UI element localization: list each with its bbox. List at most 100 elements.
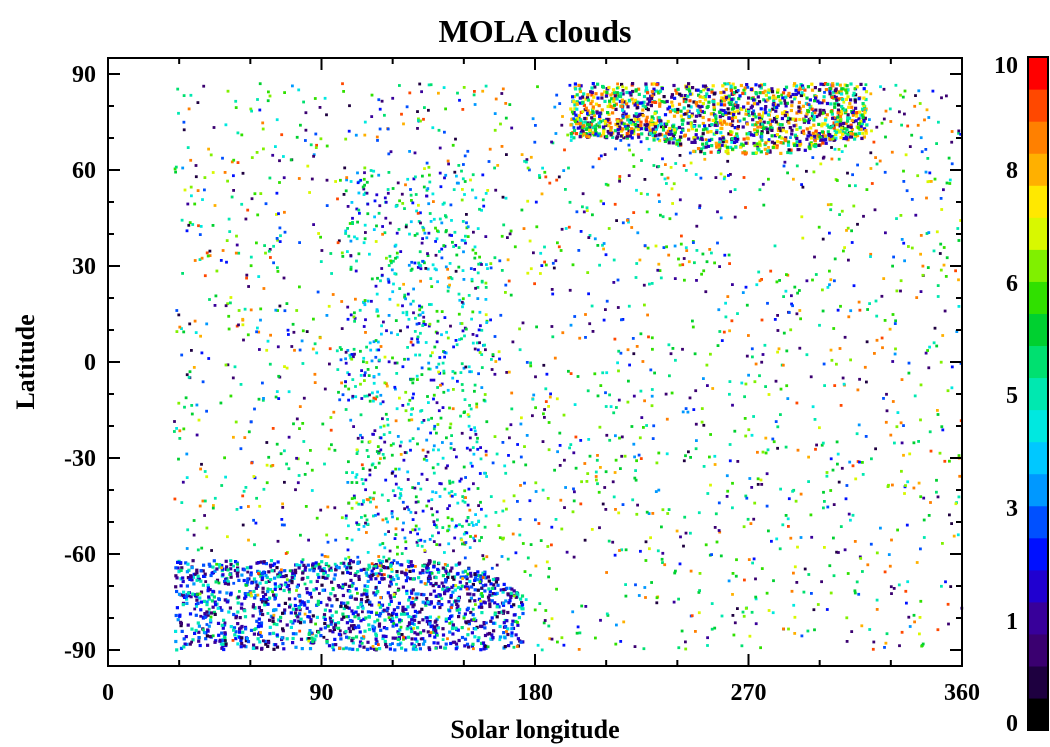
cloud-point bbox=[190, 412, 194, 416]
cloud-point bbox=[342, 606, 346, 611]
cloud-point bbox=[271, 616, 275, 620]
cloud-point bbox=[544, 400, 548, 403]
cloud-point bbox=[657, 116, 661, 120]
cloud-point bbox=[421, 600, 425, 604]
cloud-point bbox=[373, 429, 377, 433]
cloud-point bbox=[192, 582, 196, 586]
cloud-point bbox=[758, 142, 762, 146]
cloud-point bbox=[568, 200, 572, 204]
cloud-point bbox=[356, 555, 360, 559]
cloud-point bbox=[828, 564, 832, 568]
cloud-point bbox=[849, 358, 852, 362]
cloud-point bbox=[251, 646, 255, 650]
cloud-point bbox=[442, 371, 446, 375]
cloud-point bbox=[244, 217, 248, 221]
cloud-point bbox=[416, 592, 420, 596]
cloud-point bbox=[625, 90, 629, 95]
cloud-point bbox=[649, 104, 653, 108]
cloud-point bbox=[557, 245, 561, 249]
cloud-point bbox=[505, 507, 508, 511]
cloud-point bbox=[286, 328, 290, 332]
cloud-point bbox=[280, 523, 284, 527]
cloud-point bbox=[633, 98, 638, 102]
cloud-point bbox=[746, 101, 750, 105]
cloud-point bbox=[752, 415, 755, 418]
cloud-point bbox=[450, 490, 454, 493]
cloud-point bbox=[391, 96, 395, 100]
cloud-point bbox=[411, 486, 415, 489]
cloud-point bbox=[476, 447, 480, 451]
cloud-point bbox=[735, 132, 739, 136]
cloud-point bbox=[657, 262, 661, 266]
cloud-point bbox=[474, 627, 478, 631]
cloud-point bbox=[360, 440, 364, 444]
cloud-point bbox=[199, 579, 203, 583]
cloud-point bbox=[747, 96, 751, 100]
cloud-point bbox=[469, 461, 473, 465]
cloud-point bbox=[478, 207, 481, 211]
cloud-point bbox=[466, 225, 470, 229]
cloud-point bbox=[206, 643, 210, 647]
cloud-point bbox=[891, 360, 895, 363]
cloud-point bbox=[399, 494, 403, 497]
cloud-point bbox=[179, 561, 183, 565]
cloud-point bbox=[452, 448, 456, 451]
cloud-point bbox=[460, 362, 464, 366]
cloud-point bbox=[374, 339, 378, 342]
cloud-point bbox=[460, 538, 464, 542]
cloud-point bbox=[720, 126, 724, 131]
cloud-point bbox=[419, 331, 422, 335]
cloud-point bbox=[329, 416, 333, 419]
cloud-point bbox=[450, 606, 453, 609]
cloud-point bbox=[824, 141, 828, 145]
cloud-point bbox=[486, 632, 490, 636]
cloud-point bbox=[265, 463, 269, 467]
cloud-point bbox=[186, 146, 190, 149]
cloud-point bbox=[259, 621, 264, 625]
cloud-point bbox=[616, 121, 620, 125]
cloud-point bbox=[767, 88, 771, 92]
cloud-point bbox=[509, 641, 513, 645]
cloud-point bbox=[258, 504, 262, 508]
cloud-point bbox=[241, 630, 245, 634]
cloud-point bbox=[280, 636, 284, 640]
cloud-point bbox=[620, 454, 624, 458]
cloud-point bbox=[351, 471, 354, 474]
cloud-point bbox=[741, 143, 745, 147]
cloud-point bbox=[810, 535, 814, 539]
cloud-point bbox=[637, 453, 641, 457]
cloud-point bbox=[543, 408, 546, 411]
cloud-point bbox=[466, 606, 470, 610]
cloud-point bbox=[810, 112, 815, 116]
cloud-point bbox=[351, 560, 355, 564]
cloud-point bbox=[791, 304, 794, 308]
cloud-point bbox=[616, 119, 620, 123]
cloud-point bbox=[414, 524, 418, 528]
cloud-point bbox=[734, 100, 738, 104]
cloud-point bbox=[436, 386, 439, 389]
cloud-point bbox=[833, 129, 837, 133]
cloud-point bbox=[816, 603, 820, 606]
cloud-point bbox=[805, 127, 809, 131]
cloud-point bbox=[627, 98, 631, 102]
cloud-point bbox=[407, 263, 411, 267]
cloud-point bbox=[377, 348, 381, 352]
scatter-points bbox=[173, 82, 964, 652]
cloud-point bbox=[322, 635, 326, 639]
cloud-point bbox=[855, 111, 859, 115]
cloud-point bbox=[558, 464, 562, 467]
cloud-point bbox=[643, 244, 647, 247]
cloud-point bbox=[554, 518, 558, 521]
cloud-point bbox=[199, 467, 202, 471]
cloud-point bbox=[212, 595, 216, 599]
cloud-point bbox=[420, 544, 424, 548]
cloud-point bbox=[890, 538, 893, 542]
cloud-point bbox=[182, 645, 186, 649]
cloud-point bbox=[494, 188, 498, 192]
cloud-point bbox=[222, 618, 226, 622]
cloud-point bbox=[579, 110, 583, 114]
cloud-point bbox=[605, 612, 609, 616]
cloud-point bbox=[594, 92, 598, 96]
cloud-point bbox=[174, 629, 178, 633]
cloud-point bbox=[548, 395, 552, 399]
